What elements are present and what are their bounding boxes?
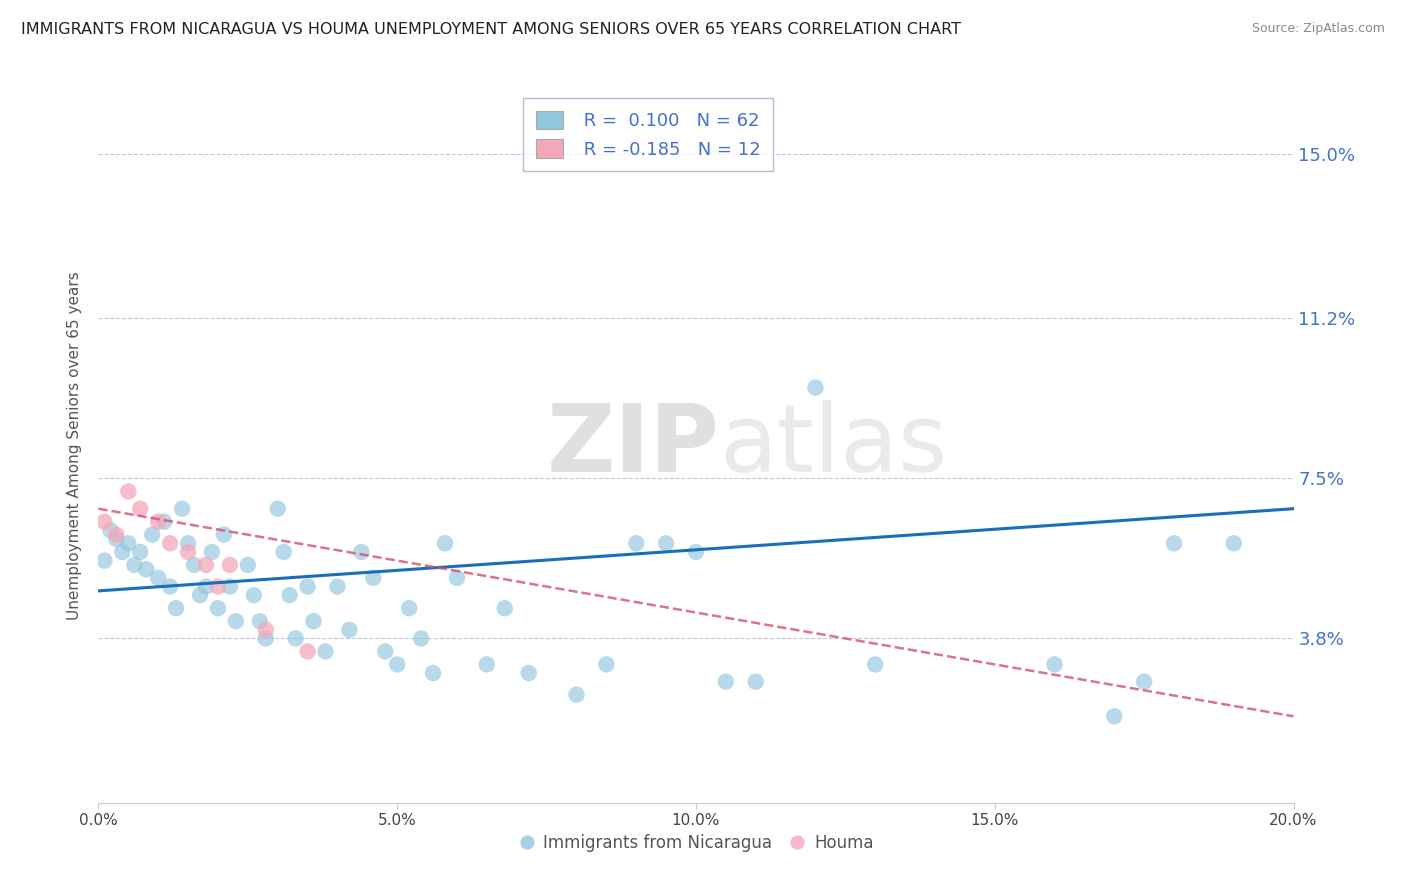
Point: [177, 545, 200, 559]
Point: [350, 545, 373, 559]
Point: [595, 657, 617, 672]
Point: [159, 580, 181, 594]
Point: [129, 501, 152, 516]
Point: [446, 571, 468, 585]
Point: [1223, 536, 1246, 550]
Point: [302, 614, 325, 628]
Legend: Immigrants from Nicaragua, Houma: Immigrants from Nicaragua, Houma: [512, 828, 880, 859]
Point: [1133, 674, 1156, 689]
Point: [153, 515, 176, 529]
Point: [339, 623, 361, 637]
Point: [177, 536, 200, 550]
Point: [411, 632, 433, 646]
Point: [363, 571, 385, 585]
Text: Source: ZipAtlas.com: Source: ZipAtlas.com: [1251, 22, 1385, 36]
Point: [685, 545, 707, 559]
Point: [195, 580, 218, 594]
Text: ZIP: ZIP: [547, 400, 720, 492]
Point: [254, 623, 277, 637]
Point: [207, 601, 229, 615]
Point: [243, 588, 266, 602]
Point: [278, 588, 301, 602]
Point: [804, 381, 827, 395]
Point: [1104, 709, 1126, 723]
Point: [297, 644, 319, 658]
Point: [655, 536, 678, 550]
Point: [267, 501, 290, 516]
Point: [254, 632, 277, 646]
Point: [865, 657, 887, 672]
Point: [297, 580, 319, 594]
Point: [219, 558, 242, 572]
Point: [111, 545, 134, 559]
Point: [172, 501, 194, 516]
Point: [165, 601, 187, 615]
Point: [434, 536, 457, 550]
Point: [188, 588, 211, 602]
Point: [105, 527, 128, 541]
Point: [212, 527, 235, 541]
Point: [93, 553, 115, 567]
Point: [183, 558, 205, 572]
Point: [159, 536, 181, 550]
Text: atlas: atlas: [720, 400, 948, 492]
Point: [494, 601, 516, 615]
Point: [517, 666, 540, 681]
Point: [374, 644, 396, 658]
Point: [117, 484, 139, 499]
Point: [219, 580, 242, 594]
Point: [201, 545, 224, 559]
Point: [422, 666, 444, 681]
Point: [565, 688, 588, 702]
Point: [236, 558, 259, 572]
Point: [1043, 657, 1066, 672]
Point: [326, 580, 349, 594]
Point: [148, 571, 170, 585]
Point: [1163, 536, 1185, 550]
Point: [98, 524, 122, 538]
Point: [475, 657, 498, 672]
Point: [148, 515, 170, 529]
Point: [93, 515, 115, 529]
Point: [141, 527, 163, 541]
Text: IMMIGRANTS FROM NICARAGUA VS HOUMA UNEMPLOYMENT AMONG SENIORS OVER 65 YEARS CORR: IMMIGRANTS FROM NICARAGUA VS HOUMA UNEMP…: [21, 22, 962, 37]
Point: [207, 580, 229, 594]
Point: [129, 545, 152, 559]
Point: [135, 562, 157, 576]
Point: [195, 558, 218, 572]
Point: [105, 532, 128, 546]
Point: [117, 536, 139, 550]
Point: [284, 632, 307, 646]
Point: [745, 674, 768, 689]
Point: [124, 558, 146, 572]
Point: [315, 644, 337, 658]
Point: [398, 601, 420, 615]
Point: [626, 536, 648, 550]
Y-axis label: Unemployment Among Seniors over 65 years: Unemployment Among Seniors over 65 years: [67, 272, 83, 620]
Point: [225, 614, 247, 628]
Point: [249, 614, 271, 628]
Point: [385, 657, 409, 672]
Point: [714, 674, 737, 689]
Point: [273, 545, 295, 559]
